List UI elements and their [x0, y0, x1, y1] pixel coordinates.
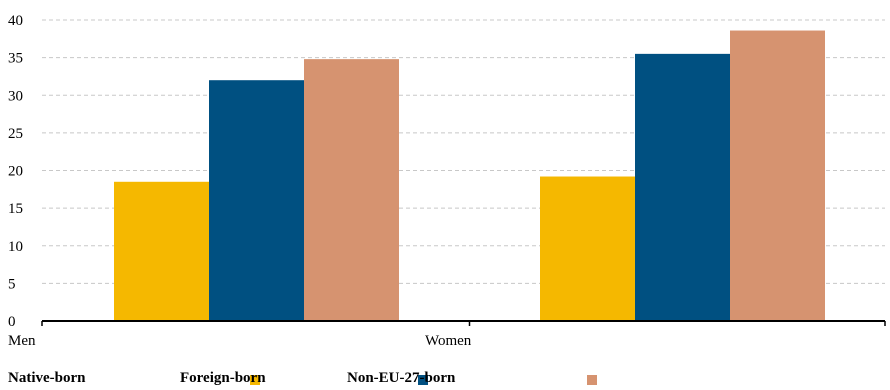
- y-tick-label: 20: [8, 164, 23, 180]
- bars: [114, 30, 825, 322]
- y-tick-label: 15: [8, 201, 23, 217]
- y-tick-label: 30: [8, 88, 23, 104]
- bar-foreign-born-women: [635, 53, 730, 322]
- bar-native-born-men: [114, 181, 209, 321]
- legend-label-native-born: Native-born: [8, 370, 86, 386]
- legend: Native-born Foreign-born Non-EU-27-born: [0, 370, 890, 390]
- legend-label-foreign-born: Foreign-born: [180, 370, 266, 386]
- legend-label-non-eu-27-born: Non-EU-27-born: [347, 370, 456, 386]
- y-tick-label: 0: [8, 314, 16, 330]
- y-tick-label: 25: [8, 126, 23, 142]
- y-axis-tick-labels: 0 5 10 15 20 25 30 35 40: [8, 13, 23, 330]
- bar-chart: 0 5 10 15 20 25 30 35 40 Men Women: [8, 13, 886, 349]
- bar-foreign-born-men: [209, 80, 304, 321]
- x-axis-ticks: [41, 321, 886, 326]
- bar-non-eu-27-born-women: [730, 30, 825, 321]
- bar-non-eu-27-born-men: [304, 59, 399, 321]
- legend-swatch-non-eu-27-born: [587, 375, 597, 385]
- y-tick-label: 35: [8, 51, 23, 67]
- y-tick-label: 40: [8, 13, 23, 29]
- y-tick-label: 10: [8, 239, 23, 255]
- legend-swatch-foreign-born: [418, 375, 428, 385]
- category-label-men: Men: [8, 333, 36, 349]
- category-label-women: Women: [425, 333, 472, 349]
- bar-native-born-women: [540, 176, 635, 321]
- x-axis-category-labels: Men Women: [8, 333, 472, 349]
- y-tick-label: 5: [8, 276, 16, 292]
- legend-swatch-native-born: [250, 375, 260, 385]
